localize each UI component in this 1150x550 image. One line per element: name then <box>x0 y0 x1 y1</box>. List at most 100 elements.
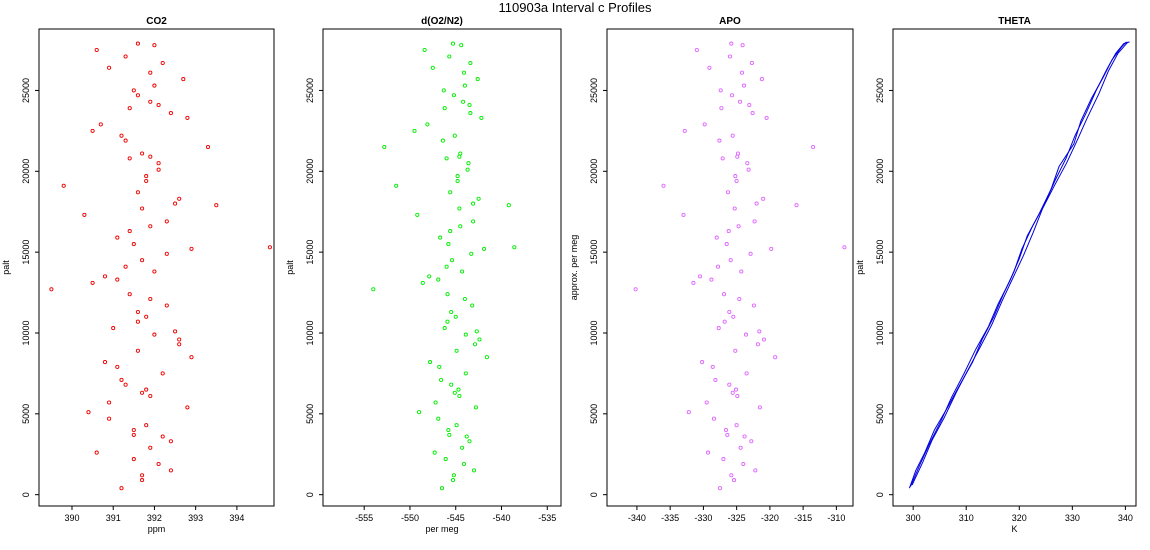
panel-2-point <box>452 390 457 395</box>
panel-2-point <box>471 201 476 206</box>
panel-2-point <box>420 280 425 285</box>
panel-3-point <box>735 151 741 156</box>
panel-2-point <box>428 360 433 365</box>
panel-3-ytick-label: 0 <box>589 492 599 497</box>
panel-1-point <box>144 314 149 319</box>
panel-4-frame <box>892 28 1137 507</box>
panel-1-point <box>148 296 153 302</box>
panel-1-point <box>185 405 190 410</box>
panel-3-point <box>761 196 766 201</box>
panel-3-point <box>722 319 727 324</box>
panel-2-point <box>461 461 467 467</box>
panel-1-point <box>90 280 95 285</box>
panel-3-xtick-label: -320 <box>761 513 779 523</box>
panel-3-point <box>725 432 730 437</box>
panel-2-point <box>462 83 467 88</box>
panel-2-point <box>445 292 450 297</box>
panel-1-xlabel: ppm <box>148 524 166 534</box>
panel-1-point <box>152 332 157 337</box>
panel-4-ytick-label: 5000 <box>875 404 885 424</box>
panel-1-point <box>148 393 153 399</box>
panel-2-point <box>454 423 459 428</box>
panel-3-point <box>718 88 723 93</box>
panel-3-point <box>842 245 847 250</box>
panel-2-point <box>422 47 427 53</box>
panel-1-frame <box>38 28 275 507</box>
panel-1-point <box>156 167 161 172</box>
panel-1-ytick-label: 5000 <box>21 404 31 424</box>
panel-1-point <box>119 486 124 491</box>
panel-1-xtick-label: 391 <box>106 513 121 523</box>
panel-2-point <box>432 450 437 455</box>
panel-1-point <box>177 196 182 201</box>
panel-3-point <box>750 111 755 116</box>
panel-2-point <box>436 277 441 282</box>
panel-2-point <box>463 371 468 376</box>
panel-2-point <box>473 405 478 410</box>
panel-2-point <box>460 445 465 450</box>
panel-4-xtick-label: 300 <box>906 513 921 523</box>
panel-4-series-3-line <box>911 41 1129 486</box>
panel-2-point <box>425 122 430 127</box>
panel-1-point <box>173 201 178 206</box>
panel-3-point <box>757 405 762 410</box>
panel-2-point <box>451 93 456 98</box>
panel-3-point <box>698 274 703 279</box>
panel-2-point <box>447 54 452 59</box>
panel-3-point <box>716 326 721 331</box>
panel-4-ytick-label: 0 <box>875 492 885 497</box>
panel-1-point <box>205 144 211 150</box>
panel-3-point <box>746 167 751 172</box>
panel-1-point <box>140 390 145 395</box>
panel-2-point <box>456 387 461 392</box>
panel-3-point <box>717 486 723 491</box>
panel-2-point <box>463 332 468 337</box>
panel-2-point <box>477 337 482 342</box>
panel-3-ytick-label: 25000 <box>589 78 599 103</box>
panel-3-point <box>727 382 732 387</box>
panel-2-point <box>447 432 452 437</box>
panel-2-point <box>470 303 475 308</box>
panel-3-point <box>753 468 758 473</box>
panel-1-point <box>135 348 140 353</box>
panel-3-xtick-label: -330 <box>694 513 712 523</box>
panel-2-ytick-label: 15000 <box>305 240 315 265</box>
panel-1-point <box>168 439 173 444</box>
panel-1-point <box>49 287 54 292</box>
panel-1-point <box>164 219 169 224</box>
panel-4-ytick-label: 20000 <box>875 159 885 184</box>
panel-4-ytick-label: 10000 <box>875 320 885 345</box>
panel-2-point <box>443 457 448 462</box>
panel-3-point <box>739 70 745 75</box>
panel-2-point <box>465 167 470 172</box>
panel-3-point <box>723 427 729 433</box>
panel-2-ytick-label: 10000 <box>305 320 315 345</box>
panel-4-series-2-line <box>910 41 1127 487</box>
panel-2-frame <box>322 28 562 507</box>
panel-1-point <box>115 364 120 369</box>
panel-3-point <box>734 423 739 428</box>
panel-3-point <box>751 303 756 308</box>
panel-4-xtick-label: 340 <box>1118 513 1133 523</box>
panel-3-point <box>733 387 739 392</box>
panel-2-point <box>439 486 445 491</box>
panel-3-point <box>749 60 754 66</box>
panel-1-point <box>140 151 145 156</box>
panel-2-point <box>445 319 450 324</box>
panel-3-point <box>754 201 759 206</box>
panel-1-xtick-label: 392 <box>147 513 162 523</box>
panel-2-point <box>467 102 472 108</box>
panel-2-point <box>455 174 460 179</box>
panel-2-point <box>440 138 445 143</box>
panel-2-xtick-label: -540 <box>492 513 510 523</box>
panel-1-point <box>156 102 161 108</box>
panel-2-point <box>382 144 387 150</box>
panel-1-point <box>131 432 136 437</box>
panel-3-xtick-label: -325 <box>728 513 746 523</box>
panel-1-point <box>173 329 178 334</box>
panel-3-point <box>720 156 725 161</box>
panel-1-point <box>135 41 140 46</box>
panel-2-point <box>467 439 472 444</box>
panel-1-point <box>140 206 145 211</box>
